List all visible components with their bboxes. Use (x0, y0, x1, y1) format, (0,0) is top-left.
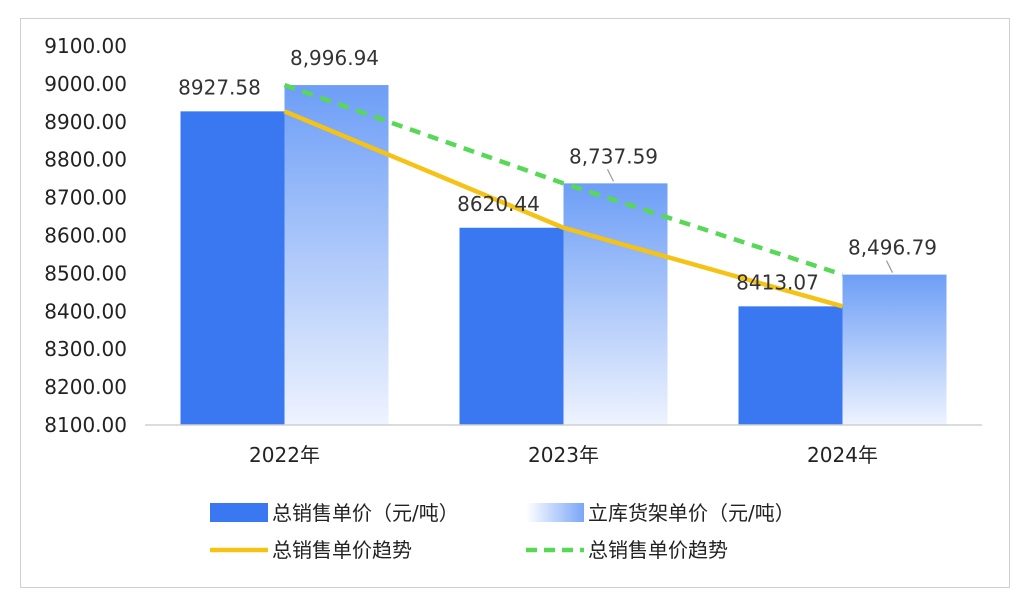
legend-swatch-total-bar (210, 503, 268, 522)
bar-total-price (180, 111, 285, 426)
data-labels-layer: 8927.58 8,996.94 8620.44 8,737.59 8413.07 8,4… (178, 46, 937, 294)
y-tick-label: 8400.00 (44, 299, 127, 323)
line-total-trend (283, 109, 844, 309)
data-label-total: 8413.07 (736, 270, 819, 294)
bar-total-price (738, 306, 843, 425)
data-label-total: 8620.44 (457, 192, 540, 216)
bar-total-price (459, 227, 564, 425)
bar-rack-price (563, 183, 668, 425)
trend-lines-layer (283, 82, 844, 309)
y-tick-label: 8700.00 (44, 186, 127, 210)
legend: 总销售单价（元/吨） 立库货架单价（元/吨） 总销售单价趋势 总销售单价趋势 (210, 501, 795, 562)
y-tick-label: 8200.00 (44, 375, 127, 399)
data-label-rack: 8,496.79 (848, 236, 937, 260)
x-tick-label: 2023年 (528, 443, 599, 467)
y-tick-label: 8900.00 (44, 110, 127, 134)
line-rack-trend (283, 82, 844, 277)
y-tick-label: 8600.00 (44, 224, 127, 248)
bars-layer (180, 85, 947, 426)
y-tick-label: 8300.00 (44, 337, 127, 361)
data-label-rack: 8,737.59 (569, 144, 658, 168)
bar-rack-price (842, 274, 947, 425)
legend-label-rack-bar: 立库货架单价（元/吨） (588, 501, 795, 525)
x-axis: 2022年 2023年 2024年 (145, 424, 982, 467)
x-tick-label: 2024年 (807, 443, 878, 467)
y-axis: 8100.00 8200.00 8300.00 8400.00 8500.00 8600.… (44, 34, 127, 437)
y-tick-label: 9000.00 (44, 72, 127, 96)
y-tick-label: 8500.00 (44, 261, 127, 285)
bar-rack-price (284, 85, 389, 425)
data-label-total: 8927.58 (178, 75, 261, 99)
y-tick-label: 9100.00 (44, 34, 127, 58)
legend-label-rack-line: 总销售单价趋势 (588, 538, 728, 562)
leader-line (606, 169, 615, 182)
legend-label-total-bar: 总销售单价（元/吨） (272, 501, 459, 525)
leader-line (885, 260, 894, 273)
legend-label-total-line: 总销售单价趋势 (272, 538, 412, 562)
y-tick-label: 8100.00 (44, 413, 127, 437)
y-tick-label: 8800.00 (44, 148, 127, 172)
legend-swatch-rack-bar (526, 503, 584, 522)
data-label-rack: 8,996.94 (290, 46, 379, 70)
x-tick-label: 2022年 (249, 443, 320, 467)
